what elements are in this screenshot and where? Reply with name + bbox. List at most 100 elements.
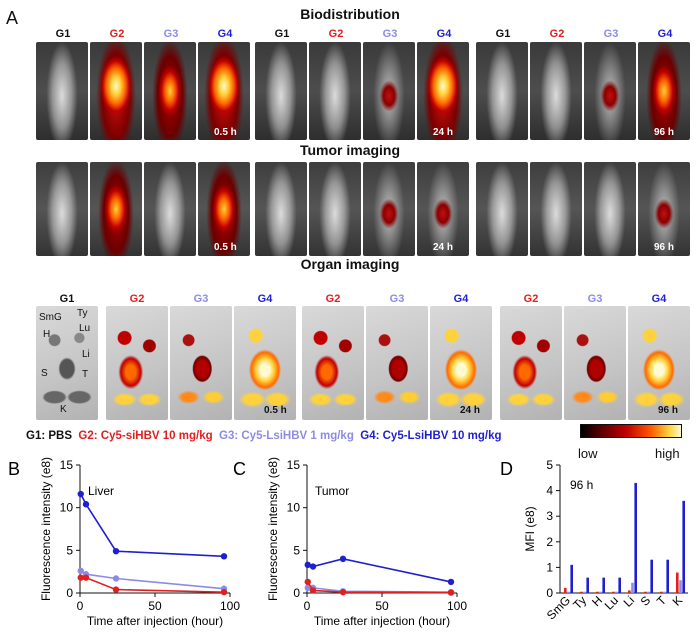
organ-group-label: G3	[587, 293, 603, 305]
colorbar-low-label: low	[578, 446, 598, 461]
organ-image	[564, 306, 626, 420]
tumor-mouse-image	[198, 162, 250, 256]
chart-d-x-tick-label: Li	[621, 593, 638, 610]
chart-b-x-tick-label: 50	[148, 599, 162, 613]
bio-mouse-image	[90, 42, 142, 140]
chart-d-y-tick-label: 4	[546, 484, 553, 498]
organ-group-label: G3	[389, 293, 405, 305]
chart-d-bar-G4	[650, 559, 653, 593]
chart-b-point-G4	[220, 553, 228, 560]
chart-d-bar-G3	[679, 580, 682, 593]
chart-c-point-G4	[339, 555, 347, 563]
tumor-mouse-image	[417, 162, 469, 256]
organ-label: K	[60, 404, 67, 415]
organ-group-label: G4	[453, 293, 469, 305]
chart-b-point-G2	[112, 586, 120, 593]
chart-c-x-axis-label: Time after injection (hour)	[314, 614, 450, 628]
organ-group-label: G2	[325, 293, 341, 305]
legend-g4: G4: Cy5-LsiHBV 10 mg/kg	[360, 430, 502, 442]
legend-g1: G1: PBS	[26, 430, 73, 442]
chart-d-y-tick-label: 2	[546, 535, 553, 549]
organ-group-label: G1	[59, 293, 75, 305]
chart-d-bar-G2	[644, 591, 647, 593]
organ-image	[628, 306, 690, 420]
chart-b-point-G4	[112, 547, 120, 555]
chart-d-bar-G2	[676, 572, 679, 593]
chart-c-point-G2	[309, 587, 317, 594]
bio-mouse-image	[417, 42, 469, 140]
bio-mouse-image	[476, 42, 528, 140]
chart-d-bar-G3	[615, 591, 618, 593]
bio-group-label: G1	[274, 28, 290, 40]
chart-c-point-G2	[339, 588, 347, 596]
bio-group-label: G2	[549, 28, 565, 40]
bio-mouse-image	[530, 42, 582, 140]
tumor-mouse-image	[363, 162, 415, 256]
chart-d-x-tick-label: K	[670, 593, 686, 609]
chart-d-x-tick-label: S	[638, 593, 654, 609]
chart-d-y-tick-label: 3	[546, 509, 553, 523]
chart-b-y-tick-label: 0	[66, 586, 73, 600]
legend-g2: G2: Cy5-siHBV 10 mg/kg	[78, 430, 213, 442]
bio-group-label: G2	[328, 28, 344, 40]
chart-d-bar-G4	[666, 559, 669, 593]
legend-g3: G3: Cy5-LsiHBV 1 mg/kg	[219, 430, 354, 442]
chart-d-annotation: 96 h	[570, 478, 593, 492]
organ-timepoint-label: 24 h	[460, 405, 481, 416]
panel-letter-c: C	[233, 459, 246, 479]
organ-image	[170, 306, 232, 420]
organ-label: T	[82, 369, 89, 380]
tumor-mouse-image	[584, 162, 636, 256]
chart-b-point-G2	[82, 574, 90, 581]
chart-d-bar-G4	[618, 577, 621, 593]
chart-d-bar-G3	[567, 591, 570, 593]
bio-mouse-image	[36, 42, 88, 140]
chart-c-x-tick-label: 50	[375, 599, 389, 613]
chart-c-point-G3	[304, 584, 311, 592]
tumor-mouse-image	[309, 162, 361, 256]
chart-c-y-axis-label: Fluorescence intensity (e8)	[266, 457, 280, 601]
organ-label: Li	[82, 349, 90, 360]
bio-group-label: G1	[495, 28, 511, 40]
bio-mouse-image	[309, 42, 361, 140]
chart-d-y-tick-label: 1	[546, 560, 553, 574]
biodistribution-title: Biodistribution	[300, 6, 400, 22]
chart-b-y-tick-label: 15	[60, 458, 74, 472]
chart-c-point-G4	[304, 561, 311, 569]
chart-c-y-tick-label: 5	[293, 543, 300, 557]
organ-timepoint-label: 96 h	[658, 405, 679, 416]
bio-timepoint-label: 96 h	[654, 127, 675, 138]
bio-mouse-image	[198, 42, 250, 140]
chart-d-bar-G4	[570, 564, 573, 593]
bio-group-label: G2	[109, 28, 125, 40]
bio-group-label: G3	[603, 28, 619, 40]
chart-b-y-tick-label: 5	[66, 543, 73, 557]
chart-c-series-line-G4	[307, 558, 452, 583]
tumor-timepoint-label: 96 h	[654, 242, 675, 253]
chart-b-point-G2	[220, 588, 228, 596]
bio-group-label: G4	[217, 28, 233, 40]
bio-timepoint-label: 24 h	[433, 127, 454, 138]
bio-group-label: G4	[657, 28, 673, 40]
chart-c-x-tick-label: 100	[447, 599, 467, 613]
organ-group-label: G4	[651, 293, 667, 305]
organ-label: Lu	[79, 323, 91, 334]
bio-mouse-image	[363, 42, 415, 140]
chart-b-x-tick-label: 0	[77, 599, 84, 613]
chart-d-x-tick-label: Ty	[570, 593, 589, 612]
organ-image	[36, 306, 98, 420]
organ-label: H	[43, 329, 51, 340]
chart-c-x-tick-label: 0	[304, 599, 311, 613]
tumor-mouse-image	[530, 162, 582, 256]
organ-image	[234, 306, 296, 420]
chart-d-bar-G4	[602, 577, 605, 593]
organ-image	[366, 306, 428, 420]
organ-group-label: G2	[129, 293, 145, 305]
chart-b-y-axis-label: Fluorescence intensity (e8)	[39, 457, 53, 601]
chart-d-bar-G2	[612, 591, 615, 593]
chart-b-series-line-G4	[80, 493, 225, 558]
organ-group-label: G3	[193, 293, 209, 305]
chart-d-bar-G2	[628, 590, 631, 593]
chart-c-y-tick-label: 15	[287, 458, 301, 472]
